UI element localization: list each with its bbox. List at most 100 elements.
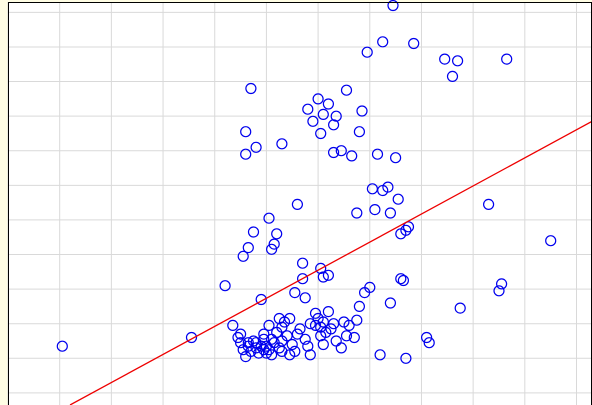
data-point [361, 46, 373, 58]
data-point [338, 316, 350, 328]
data-point [315, 127, 327, 140]
data-point [395, 273, 407, 285]
data-point [400, 224, 412, 236]
data-point [237, 344, 249, 356]
data-point [382, 181, 394, 193]
data-point [408, 37, 420, 50]
data-point [304, 318, 316, 330]
data-point [273, 312, 285, 325]
data-point [245, 82, 257, 95]
data-point [276, 138, 288, 150]
data-point [322, 269, 334, 281]
data-point [307, 115, 319, 127]
data-point [501, 53, 513, 65]
data-point [364, 281, 376, 293]
data-point [377, 36, 389, 48]
data-point [384, 207, 396, 219]
data-point [253, 347, 265, 359]
data-point [304, 349, 316, 361]
data-point [185, 331, 198, 344]
data-point [397, 274, 409, 287]
data-point [266, 243, 278, 255]
data-point [387, 0, 399, 12]
data-point [240, 148, 252, 160]
data-point [317, 271, 329, 283]
data-point [240, 126, 252, 138]
data-point [268, 238, 280, 250]
data-point [483, 198, 495, 210]
data-point [284, 349, 296, 361]
data-point [271, 228, 283, 240]
data-point [299, 333, 311, 345]
data-point [297, 273, 309, 285]
data-point [219, 280, 231, 292]
regression-line [69, 120, 592, 405]
data-point [235, 328, 247, 340]
data-point [263, 212, 275, 224]
data-point [423, 337, 435, 349]
data-point [353, 126, 365, 138]
scatter-points [56, 0, 557, 364]
data-point [346, 150, 358, 162]
data-point [266, 349, 278, 361]
data-point [545, 235, 557, 247]
data-point [263, 319, 275, 331]
data-point [439, 53, 451, 65]
data-point [291, 328, 303, 340]
data-point [335, 145, 347, 157]
data-point [309, 307, 322, 319]
data-point [322, 306, 334, 318]
data-point [255, 293, 267, 306]
data-point [242, 242, 254, 254]
data-point [335, 342, 347, 354]
data-point [240, 351, 252, 363]
data-point [227, 319, 239, 331]
data-point [302, 103, 314, 115]
data-point [496, 278, 508, 290]
data-point [299, 292, 311, 304]
data-point [294, 323, 306, 335]
data-point [291, 198, 303, 210]
data-point [340, 330, 353, 342]
data-point [56, 340, 68, 352]
data-point [351, 314, 363, 326]
data-point [322, 98, 334, 110]
data-point [302, 340, 314, 352]
data-point [374, 349, 386, 361]
data-point [235, 337, 247, 349]
data-point [392, 193, 404, 205]
data-point [340, 84, 353, 96]
gridlines [7, 2, 592, 405]
data-point [452, 55, 464, 67]
data-point [312, 93, 324, 105]
data-point [454, 302, 466, 314]
data-point [232, 331, 244, 344]
data-point [258, 333, 270, 345]
data-point [289, 287, 301, 299]
data-point [371, 148, 384, 160]
data-point [328, 146, 340, 159]
data-point [351, 207, 363, 219]
data-point [260, 347, 272, 359]
data-point [369, 204, 381, 216]
data-point [348, 331, 360, 344]
data-point [330, 110, 342, 122]
data-point [297, 257, 309, 269]
data-point [317, 338, 329, 351]
data-point [400, 352, 412, 364]
data-point [317, 108, 329, 121]
data-point [325, 323, 337, 335]
data-point [273, 342, 285, 354]
plot-area [8, 2, 592, 405]
data-point [493, 285, 505, 297]
data-point [353, 300, 365, 312]
data-point [258, 328, 270, 340]
data-point [446, 70, 459, 83]
data-point [384, 297, 396, 309]
data-point [421, 331, 433, 344]
data-point [237, 250, 249, 262]
data-point [250, 141, 262, 153]
data-point [390, 152, 402, 164]
